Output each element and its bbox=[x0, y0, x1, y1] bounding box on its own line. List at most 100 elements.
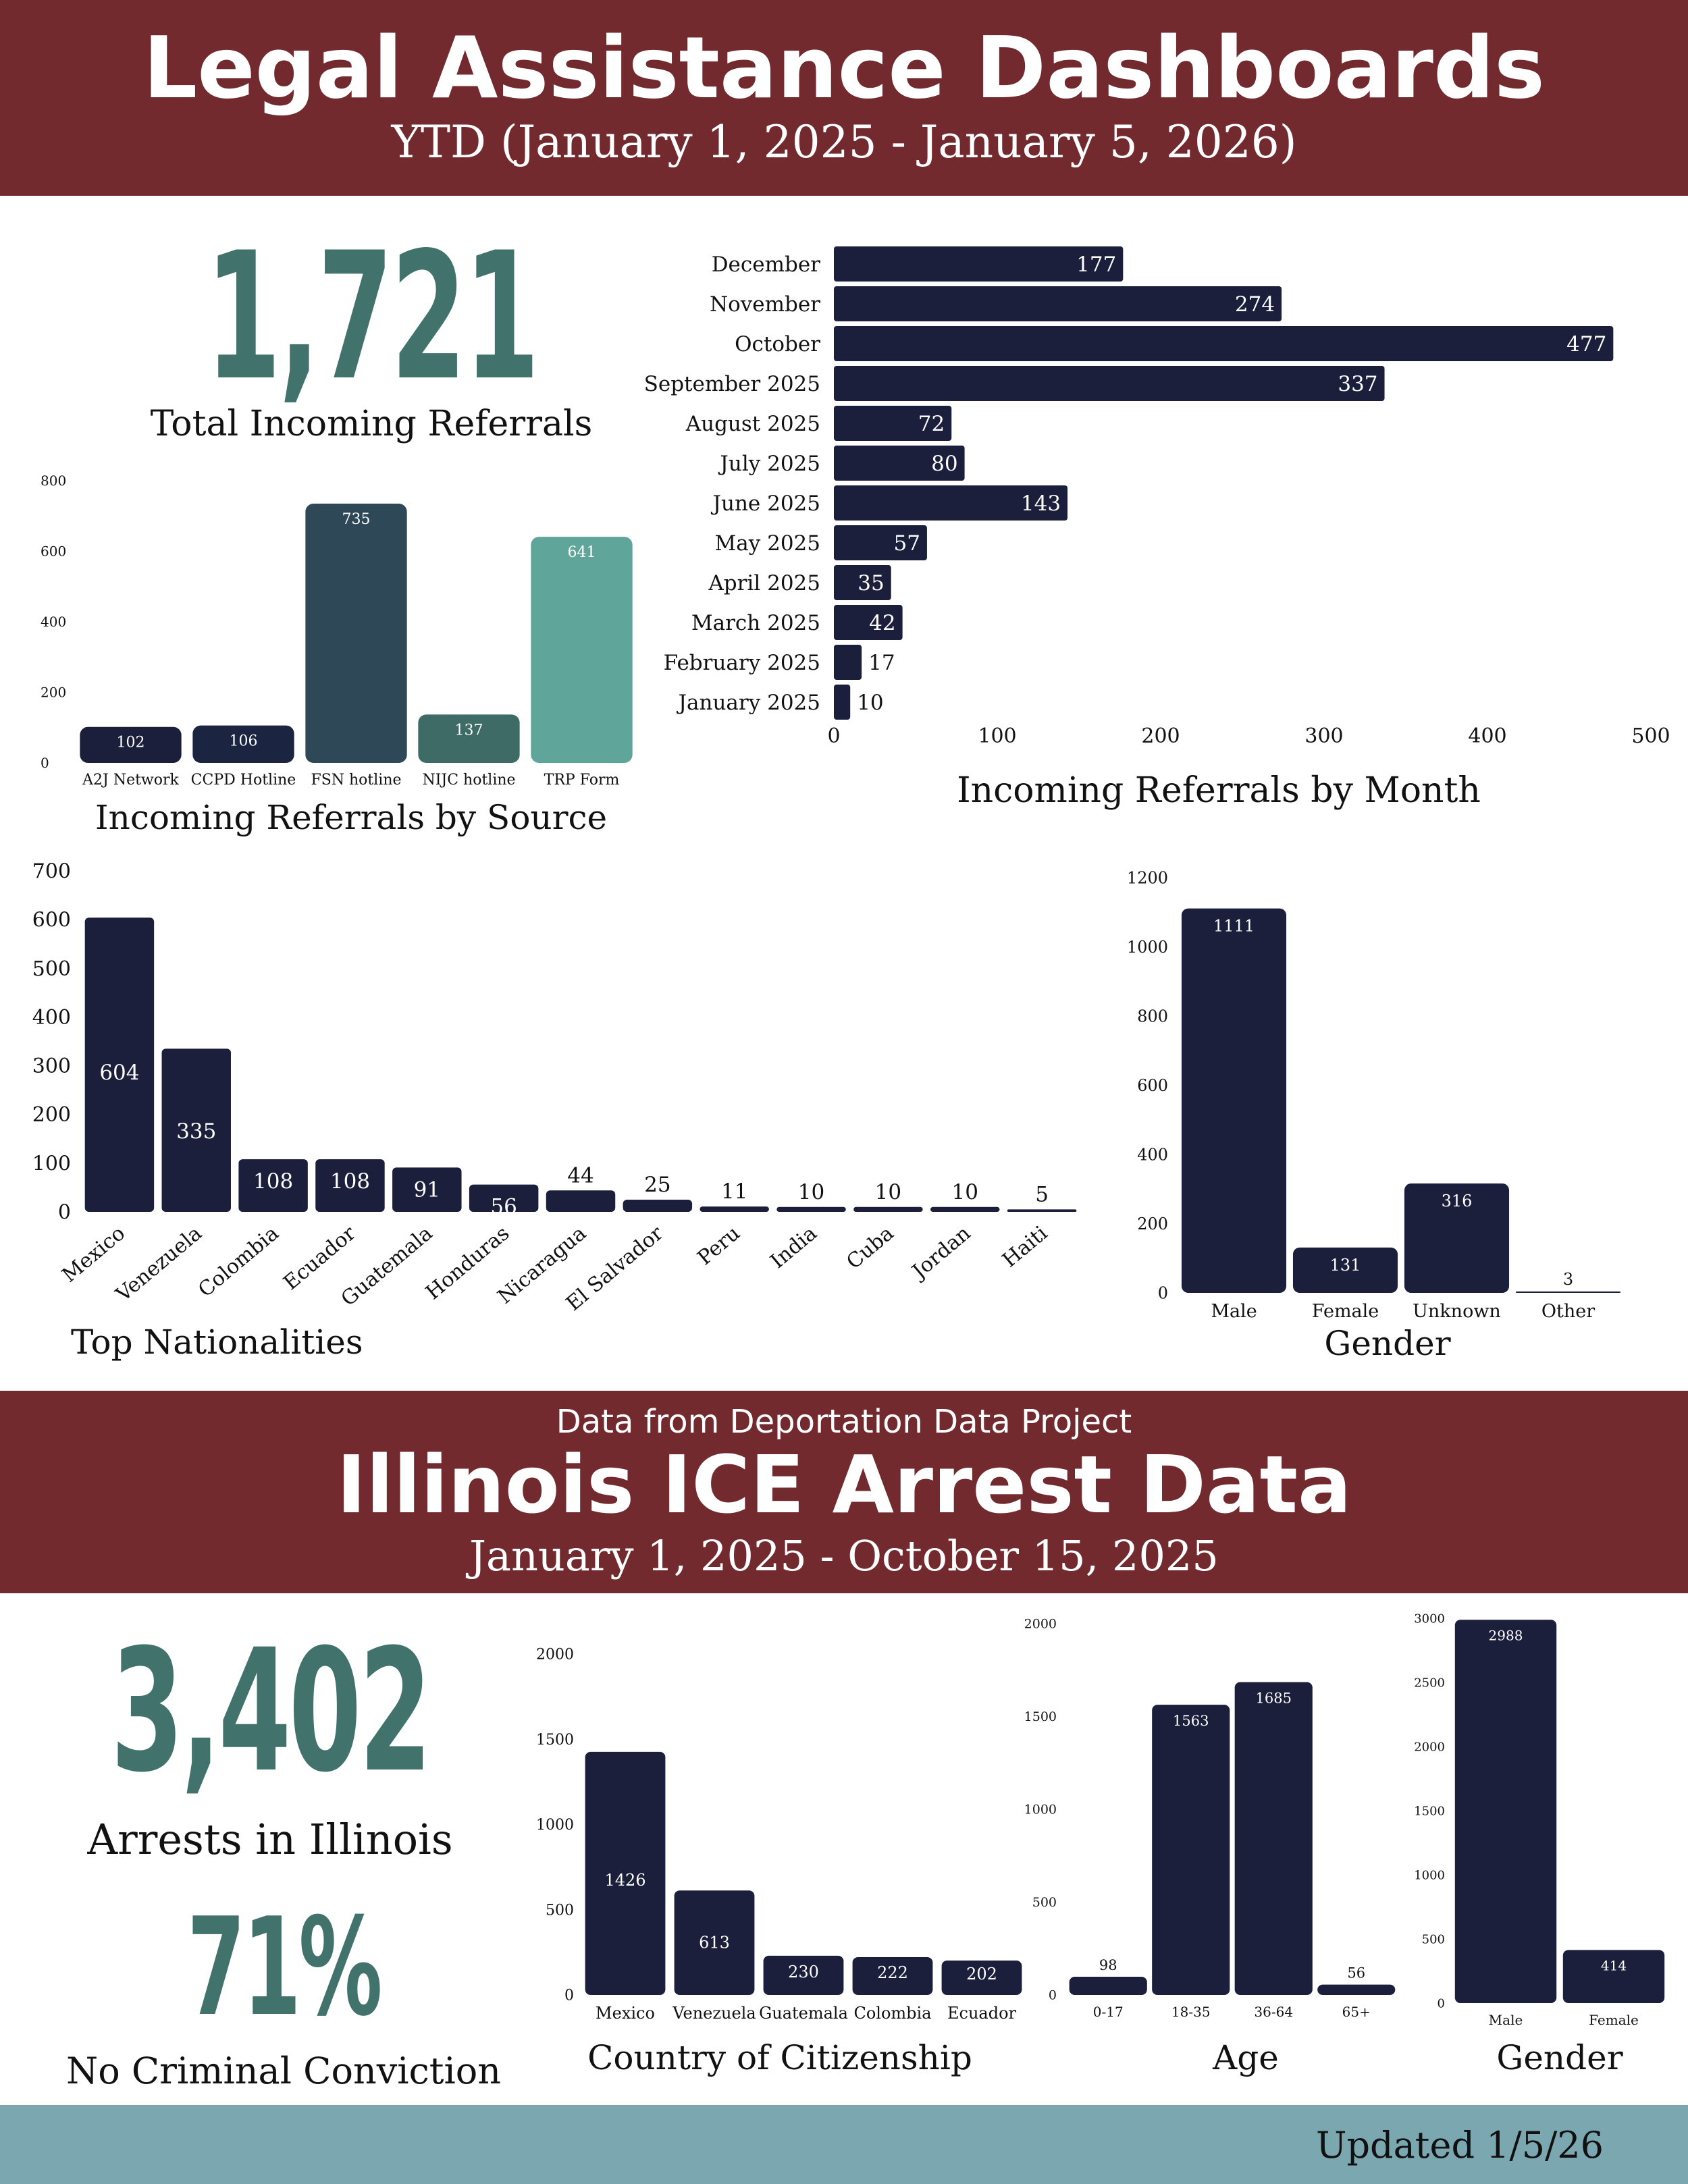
month-value-label: 17 bbox=[868, 651, 895, 675]
section-source-note: Data from Deportation Data Project bbox=[556, 1403, 1132, 1441]
month-bar bbox=[834, 246, 1124, 282]
age-bar bbox=[1234, 1682, 1313, 1995]
total-arrests-label: Arrests in Illinois bbox=[87, 1815, 453, 1864]
by_source-ytick: 600 bbox=[41, 543, 66, 560]
dashboard-title: Legal Assistance Dashboards bbox=[142, 18, 1546, 117]
nationalities-value-label: 44 bbox=[567, 1163, 594, 1188]
citizenship-value-label: 1426 bbox=[604, 1871, 645, 1890]
nationalities-bar bbox=[161, 1048, 231, 1212]
section-banner-ice: Data from Deportation Data Project Illin… bbox=[0, 1391, 1688, 1593]
month-label: October bbox=[735, 332, 820, 356]
nationalities-bar bbox=[623, 1199, 693, 1212]
nationalities-value-label: 11 bbox=[721, 1179, 747, 1204]
gender_referrals-ytick: 1000 bbox=[1127, 938, 1168, 957]
nationalities-ytick: 500 bbox=[32, 957, 71, 981]
nationalities-category-label: Venezuela bbox=[111, 1221, 207, 1307]
citizenship-ytick: 1000 bbox=[536, 1817, 574, 1834]
month-xtick: 300 bbox=[1304, 724, 1343, 748]
month-label: February 2025 bbox=[664, 651, 820, 675]
gender_referrals-bar bbox=[1292, 1247, 1398, 1293]
gender_referrals-category-label: Unknown bbox=[1413, 1301, 1501, 1322]
gender_referrals-value-label: 131 bbox=[1330, 1256, 1361, 1275]
month-value-label: 80 bbox=[931, 452, 957, 476]
chart-gender-arrests: 0 500 1000 1500 2000 2500 3000 2988 Male 414 Femal… bbox=[1414, 1612, 1665, 2077]
chart-referrals-by-source: 0 200 400 600 800 102 A2J Network 106 CCPD Hotli… bbox=[41, 473, 633, 837]
chart-country-of-citizenship: 0 500 1000 1500 2000 1426 Mexico 613 Venezuela 23… bbox=[536, 1647, 1022, 2077]
no-conviction-label: No Criminal Conviction bbox=[65, 2050, 502, 2092]
nationalities-value-label: 5 bbox=[1035, 1182, 1049, 1206]
dashboard-subtitle: YTD (January 1, 2025 - January 5, 2026) bbox=[391, 116, 1297, 168]
chart-age: 0 500 1000 1500 2000 98 0-17 1563 18-35 1685 36-64… bbox=[1024, 1617, 1396, 2077]
by_source-value-label: 137 bbox=[455, 722, 483, 739]
gender_referrals-ytick: 200 bbox=[1137, 1215, 1168, 1233]
nationalities-category-label: India bbox=[766, 1221, 822, 1273]
age-bar bbox=[1152, 1705, 1230, 1995]
month-label: June 2025 bbox=[711, 491, 820, 516]
month-value-label: 72 bbox=[918, 412, 945, 436]
gender_referrals-category-label: Other bbox=[1541, 1301, 1595, 1322]
gender_referrals-title: Gender bbox=[1324, 1324, 1450, 1363]
age-bar bbox=[1069, 1977, 1147, 1995]
nationalities-category-label: Peru bbox=[693, 1221, 745, 1270]
nationalities-ytick: 400 bbox=[32, 1006, 71, 1030]
nationalities-category-label: Jordan bbox=[906, 1221, 975, 1285]
month-value-label: 57 bbox=[893, 531, 920, 556]
gender_arrests-bar bbox=[1562, 1950, 1665, 2003]
month-xtick: 200 bbox=[1141, 724, 1180, 748]
nationalities-ytick: 600 bbox=[32, 909, 71, 932]
month-bar bbox=[834, 485, 1068, 521]
gender_referrals-ytick: 0 bbox=[1158, 1283, 1168, 1302]
gender_arrests-ytick: 2000 bbox=[1414, 1740, 1445, 1754]
gender_arrests-ytick: 1500 bbox=[1414, 1804, 1445, 1818]
nationalities-bar bbox=[930, 1206, 1000, 1212]
gender_arrests-category-label: Male bbox=[1489, 2012, 1523, 2028]
nationalities-value-label: 108 bbox=[253, 1169, 293, 1194]
citizenship-ytick: 1500 bbox=[536, 1732, 574, 1749]
month-value-label: 10 bbox=[857, 691, 883, 715]
nationalities-category-label: Cuba bbox=[842, 1221, 898, 1274]
nationalities-bar bbox=[238, 1159, 308, 1212]
month-label: January 2025 bbox=[677, 691, 820, 715]
month-label: December bbox=[712, 252, 820, 277]
age-category-label: 18-35 bbox=[1171, 2004, 1211, 2020]
age-category-label: 0-17 bbox=[1093, 2004, 1124, 2020]
nationalities-value-label: 25 bbox=[644, 1173, 670, 1197]
gender_arrests-bar bbox=[1454, 1620, 1557, 2003]
age-ytick: 1000 bbox=[1024, 1803, 1057, 1817]
nationalities-ytick: 0 bbox=[58, 1201, 71, 1225]
month-label: November bbox=[710, 292, 820, 317]
age-category-label: 65+ bbox=[1342, 2004, 1371, 2020]
by_source-category-label: CCPD Hotline bbox=[191, 772, 296, 789]
gender_referrals-ytick: 800 bbox=[1137, 1007, 1168, 1026]
by_source-category-label: A2J Network bbox=[82, 772, 179, 789]
by_source-value-label: 735 bbox=[342, 511, 371, 528]
age-ytick: 2000 bbox=[1024, 1617, 1057, 1632]
gender_arrests-ytick: 1000 bbox=[1414, 1868, 1445, 1882]
citizenship-bar bbox=[585, 1751, 666, 1995]
nationalities-ytick: 200 bbox=[32, 1103, 71, 1127]
month-xtick: 0 bbox=[827, 724, 840, 748]
age-value-label: 1563 bbox=[1173, 1713, 1209, 1729]
nationalities-value-label: 604 bbox=[99, 1061, 139, 1085]
nationalities-bar bbox=[84, 917, 155, 1212]
gender_arrests-ytick: 0 bbox=[1438, 1996, 1445, 2010]
gender_referrals-value-label: 316 bbox=[1442, 1192, 1473, 1210]
by_source-category-label: NIJC hotline bbox=[422, 772, 515, 789]
by_source-bar bbox=[80, 726, 182, 763]
month-bar bbox=[834, 326, 1614, 361]
citizenship-ytick: 2000 bbox=[536, 1647, 574, 1663]
nationalities-value-label: 10 bbox=[875, 1180, 901, 1204]
nationalities-ytick: 100 bbox=[32, 1152, 71, 1175]
gender_arrests-ytick: 500 bbox=[1422, 1932, 1445, 1946]
nationalities-bar bbox=[392, 1167, 462, 1212]
month-bar bbox=[834, 685, 851, 720]
nationalities-value-label: 56 bbox=[490, 1195, 517, 1219]
nationalities-bar bbox=[1007, 1209, 1077, 1212]
gender_arrests-category-label: Female bbox=[1589, 2012, 1639, 2028]
updated-date: Updated 1/5/26 bbox=[1315, 2124, 1604, 2166]
month-xtick: 500 bbox=[1631, 724, 1670, 748]
citizenship-bar bbox=[852, 1956, 933, 1995]
nationalities-value-label: 335 bbox=[176, 1119, 216, 1144]
month-bar bbox=[834, 565, 891, 600]
by_source-ytick: 400 bbox=[41, 614, 66, 630]
